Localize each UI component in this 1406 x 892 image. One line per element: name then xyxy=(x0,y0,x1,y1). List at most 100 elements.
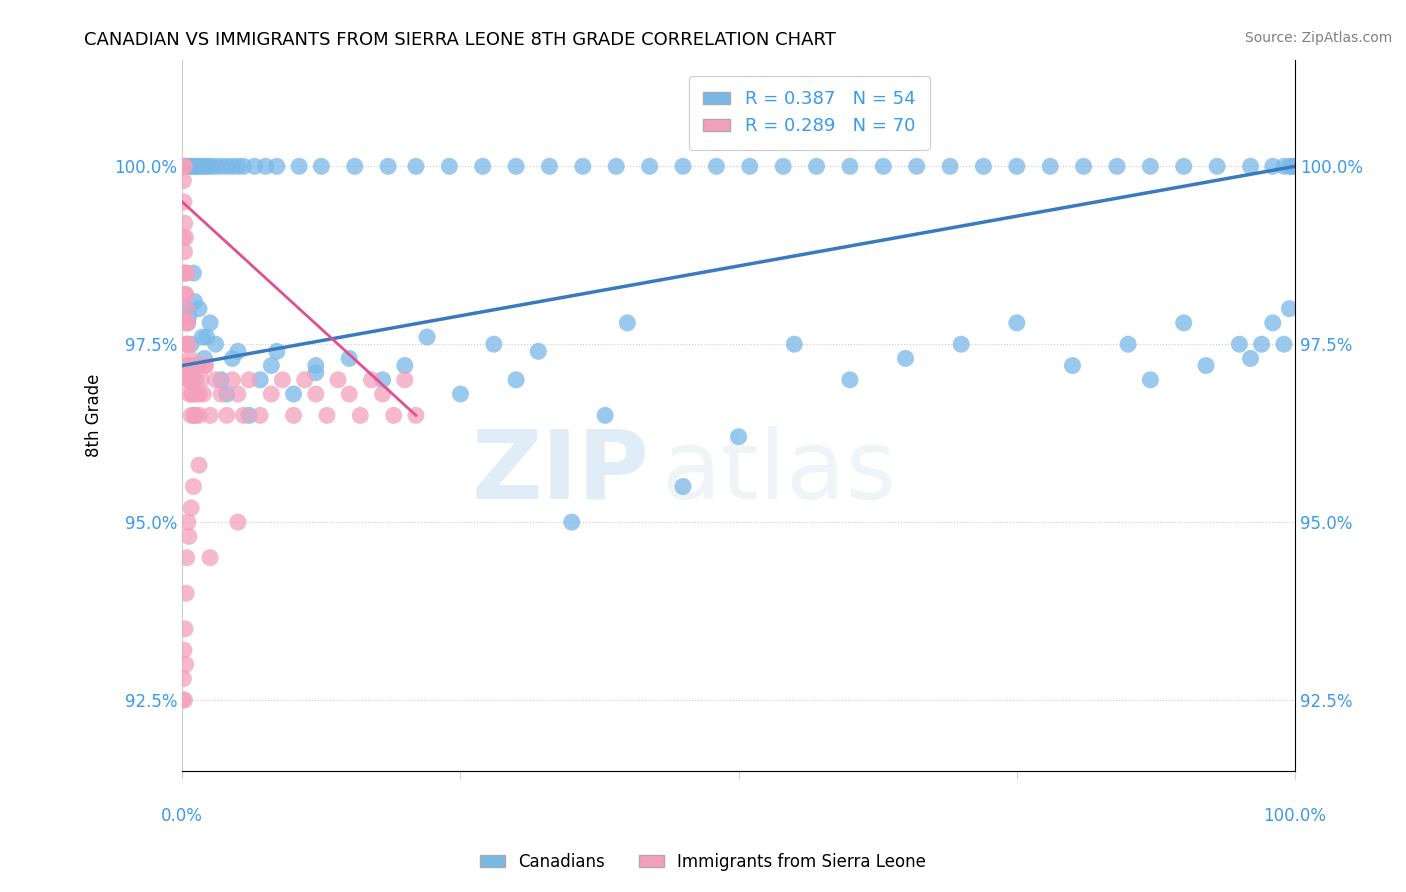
Point xyxy=(181,387,204,401)
Point xyxy=(527,344,550,359)
Point xyxy=(177,309,200,323)
Point xyxy=(738,159,761,173)
Point xyxy=(198,550,221,565)
Point xyxy=(173,693,195,707)
Point xyxy=(176,550,198,565)
Point xyxy=(181,159,204,173)
Point xyxy=(1039,159,1062,173)
Point xyxy=(572,159,595,173)
Point xyxy=(173,194,195,209)
Point xyxy=(193,159,215,173)
Point xyxy=(806,159,828,173)
Point xyxy=(1239,159,1261,173)
Point xyxy=(1105,159,1128,173)
Point xyxy=(172,230,194,244)
Point xyxy=(266,159,288,173)
Point xyxy=(838,373,860,387)
Point xyxy=(706,159,728,173)
Point xyxy=(311,159,333,173)
Point xyxy=(177,159,200,173)
Point xyxy=(482,337,505,351)
Text: CANADIAN VS IMMIGRANTS FROM SIERRA LEONE 8TH GRADE CORRELATION CHART: CANADIAN VS IMMIGRANTS FROM SIERRA LEONE… xyxy=(84,31,837,49)
Point xyxy=(184,373,207,387)
Point xyxy=(226,159,249,173)
Point xyxy=(179,387,201,401)
Point xyxy=(180,500,202,515)
Point xyxy=(238,409,260,423)
Point xyxy=(190,373,212,387)
Point xyxy=(200,159,222,173)
Point xyxy=(183,294,205,309)
Point xyxy=(1278,159,1301,173)
Point xyxy=(174,657,197,672)
Point xyxy=(905,159,928,173)
Point xyxy=(377,159,399,173)
Point xyxy=(204,373,226,387)
Point xyxy=(243,159,266,173)
Point xyxy=(193,387,215,401)
Point xyxy=(183,159,205,173)
Point xyxy=(174,301,197,316)
Point xyxy=(1139,373,1161,387)
Point xyxy=(505,159,527,173)
Point xyxy=(405,409,427,423)
Point xyxy=(232,159,254,173)
Point xyxy=(173,266,195,280)
Point xyxy=(783,337,806,351)
Point xyxy=(337,387,360,401)
Point xyxy=(232,409,254,423)
Point xyxy=(305,366,328,380)
Point xyxy=(638,159,661,173)
Point xyxy=(593,409,616,423)
Point xyxy=(226,387,249,401)
Point xyxy=(176,266,198,280)
Point xyxy=(174,266,197,280)
Point xyxy=(174,622,197,636)
Point xyxy=(215,409,238,423)
Point xyxy=(180,409,202,423)
Point xyxy=(672,159,695,173)
Point xyxy=(221,159,243,173)
Point xyxy=(1195,359,1218,373)
Point xyxy=(1261,316,1284,330)
Point xyxy=(177,337,200,351)
Point xyxy=(186,359,208,373)
Point xyxy=(180,337,202,351)
Point xyxy=(1239,351,1261,366)
Point xyxy=(188,387,211,401)
Legend: R = 0.387   N = 54, R = 0.289   N = 70: R = 0.387 N = 54, R = 0.289 N = 70 xyxy=(689,76,929,150)
Point xyxy=(209,159,232,173)
Point xyxy=(191,330,214,344)
Point xyxy=(177,515,200,529)
Point xyxy=(177,316,200,330)
Point xyxy=(173,159,195,173)
Point xyxy=(254,159,277,173)
Point xyxy=(188,301,211,316)
Point xyxy=(172,693,194,707)
Point xyxy=(605,159,627,173)
Point xyxy=(177,359,200,373)
Point xyxy=(176,373,198,387)
Point xyxy=(894,351,917,366)
Point xyxy=(249,373,271,387)
Point xyxy=(1173,316,1195,330)
Point xyxy=(1281,159,1303,173)
Point xyxy=(173,216,195,230)
Point xyxy=(174,287,197,301)
Point xyxy=(174,287,197,301)
Point xyxy=(382,409,405,423)
Point xyxy=(183,373,205,387)
Point xyxy=(316,409,339,423)
Point xyxy=(1116,337,1139,351)
Point xyxy=(172,672,194,686)
Point xyxy=(177,529,200,543)
Point xyxy=(215,159,238,173)
Point xyxy=(172,159,194,173)
Point xyxy=(180,373,202,387)
Point xyxy=(249,409,271,423)
Point xyxy=(416,330,439,344)
Point xyxy=(209,373,232,387)
Point xyxy=(173,244,195,259)
Point xyxy=(183,409,205,423)
Point xyxy=(1005,316,1028,330)
